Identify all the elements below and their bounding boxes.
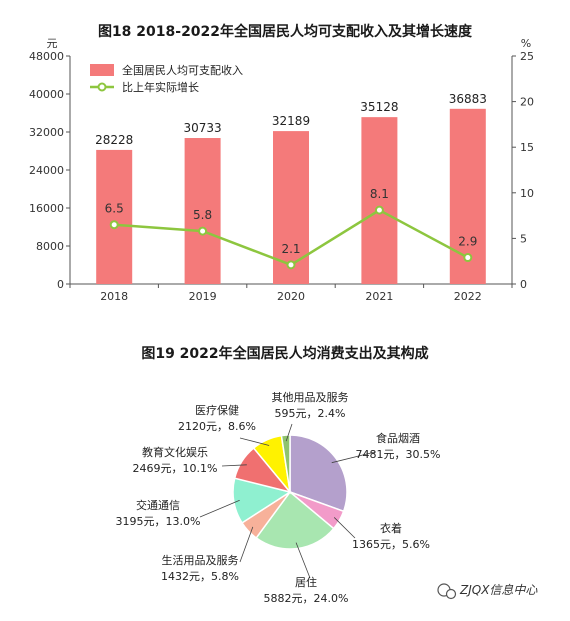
income-bar-label: 36883 bbox=[449, 92, 487, 106]
pie-leader-line bbox=[221, 464, 247, 467]
pie-label-detail: 595元，2.4% bbox=[275, 407, 346, 420]
pie-leader-line bbox=[333, 517, 356, 539]
pie-label-name: 其他用品及服务 bbox=[272, 391, 349, 404]
growth-point bbox=[374, 205, 384, 215]
year-label: 2018 bbox=[100, 290, 128, 303]
income-bar-label: 35128 bbox=[360, 100, 398, 114]
pie-label-name: 食品烟酒 bbox=[376, 431, 420, 445]
pie-label-name: 衣着 bbox=[380, 521, 402, 535]
legend-line-label: 比上年实际增长 bbox=[122, 80, 199, 94]
pie-label-name: 教育文化娱乐 bbox=[142, 445, 208, 459]
watermark: ZJQX信息中心 bbox=[437, 583, 538, 600]
growth-point bbox=[198, 226, 208, 236]
growth-label: 2.9 bbox=[458, 235, 477, 249]
left-tick-label: 0 bbox=[57, 278, 64, 291]
pie-label-name: 居住 bbox=[295, 575, 317, 589]
pie-leader-line bbox=[285, 423, 293, 442]
legend-bar-label: 全国居民人均可支配收入 bbox=[122, 63, 243, 77]
income-bar bbox=[96, 149, 133, 284]
growth-point bbox=[463, 253, 473, 263]
pie-leader-line bbox=[239, 526, 254, 563]
legend-line-marker bbox=[97, 82, 107, 92]
pie-label-name: 医疗保健 bbox=[195, 403, 239, 417]
right-tick-label: 10 bbox=[520, 187, 534, 200]
left-tick-label: 40000 bbox=[29, 88, 64, 101]
pie-label-detail: 2469元，10.1% bbox=[133, 462, 218, 475]
watermark-text: ZJQX信息中心 bbox=[459, 583, 538, 597]
pie-slices bbox=[232, 434, 348, 550]
left-axis-ticks: 0 8000 16000 24000 32000 40000 48000 bbox=[29, 50, 70, 291]
pie-label-detail: 7481元，30.5% bbox=[356, 448, 441, 461]
legend-bar-swatch bbox=[90, 64, 114, 76]
left-axis-unit: 元 bbox=[47, 37, 58, 50]
left-tick-label: 8000 bbox=[36, 240, 64, 253]
growth-label: 5.8 bbox=[193, 208, 212, 222]
pie-slice bbox=[280, 434, 291, 493]
income-bar-labels: 28228 30733 32189 35128 36883 bbox=[95, 92, 487, 147]
income-bar-label: 30733 bbox=[184, 121, 222, 135]
pie-label-detail: 3195元，13.0% bbox=[116, 515, 201, 528]
pie-label-detail: 1432元，5.8% bbox=[161, 570, 239, 583]
right-tick-label: 25 bbox=[520, 50, 534, 63]
year-label: 2022 bbox=[454, 290, 482, 303]
pie-leader-line bbox=[199, 499, 240, 518]
left-tick-label: 24000 bbox=[29, 164, 64, 177]
growth-point bbox=[286, 260, 296, 270]
pie-leader-line bbox=[295, 542, 311, 579]
chart18-title: 图18 2018-2022年全国居民人均可支配收入及其增长速度 bbox=[98, 23, 473, 40]
pie-slice bbox=[289, 434, 348, 513]
year-label: 2021 bbox=[365, 290, 393, 303]
year-label: 2019 bbox=[189, 290, 217, 303]
pie-labels: 其他用品及服务 595元，2.4% 医疗保健 2120元，8.6% 食品烟酒 7… bbox=[116, 391, 441, 605]
growth-label: 6.5 bbox=[105, 202, 124, 216]
income-bars bbox=[96, 108, 486, 284]
right-tick-label: 20 bbox=[520, 96, 534, 109]
pie-leader-line bbox=[331, 451, 376, 464]
right-axis-ticks: 0 5 10 15 20 25 bbox=[512, 50, 534, 291]
income-bar-label: 32189 bbox=[272, 114, 310, 128]
pie-label-detail: 2120元，8.6% bbox=[178, 420, 256, 433]
growth-line bbox=[109, 205, 473, 270]
growth-label: 2.1 bbox=[281, 242, 300, 256]
pie-slice bbox=[255, 490, 335, 550]
growth-labels: 6.5 5.8 2.1 8.1 2.9 bbox=[105, 187, 478, 256]
pie-label-detail: 5882元，24.0% bbox=[264, 592, 349, 605]
chart18-legend: 全国居民人均可支配收入 比上年实际增长 bbox=[90, 63, 243, 94]
pie-label-name: 交通通信 bbox=[136, 498, 180, 512]
growth-label: 8.1 bbox=[370, 187, 389, 201]
year-labels: 2018 2019 2020 2021 2022 bbox=[100, 290, 482, 303]
chart19-title: 图19 2022年全国居民人均消费支出及其构成 bbox=[141, 345, 428, 362]
right-tick-label: 15 bbox=[520, 141, 534, 154]
wechat-icon-inner bbox=[445, 588, 457, 600]
income-bar bbox=[361, 117, 398, 284]
left-tick-label: 48000 bbox=[29, 50, 64, 63]
pie-label-name: 生活用品及服务 bbox=[162, 553, 239, 567]
pie-leader-line bbox=[239, 437, 270, 446]
year-label: 2020 bbox=[277, 290, 305, 303]
left-tick-label: 16000 bbox=[29, 202, 64, 215]
pie-label-detail: 1365元，5.6% bbox=[352, 538, 430, 551]
income-bar-label: 28228 bbox=[95, 133, 133, 147]
right-tick-label: 5 bbox=[520, 232, 527, 245]
income-bar bbox=[184, 138, 221, 284]
pie-leader-lines bbox=[199, 423, 376, 579]
right-axis-unit: % bbox=[521, 37, 531, 50]
left-tick-label: 32000 bbox=[29, 126, 64, 139]
growth-point bbox=[109, 220, 119, 230]
right-tick-label: 0 bbox=[520, 278, 527, 291]
